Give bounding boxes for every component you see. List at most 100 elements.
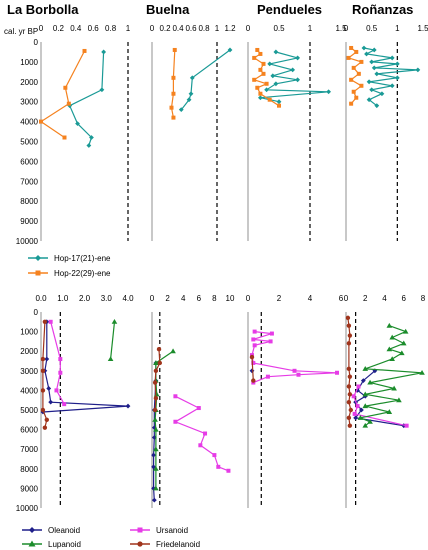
data-point-hop-22-29-ene [264, 81, 269, 86]
series-line-hop-17-21-ene [260, 51, 329, 103]
x-tick-label: 0 [344, 24, 349, 33]
legend-label-hop22: Hop-22(29)-ene [54, 269, 111, 278]
data-point-hop-17-21-ene [89, 135, 94, 140]
data-point-friedelanoid [153, 368, 159, 373]
data-point-ursanoid [54, 388, 59, 393]
data-point-hop-17-21-ene [369, 87, 375, 93]
x-tick-label: 0.6 [88, 24, 100, 33]
data-point-hop-17-21-ene [101, 49, 107, 55]
data-point-lupanoid [367, 418, 373, 424]
data-point-hop-17-21-ene [369, 59, 375, 65]
x-tick-label: 0 [344, 294, 349, 303]
data-point-hop-22-29-ene [252, 77, 257, 82]
data-point-lupanoid [152, 417, 158, 422]
data-point-hop-22-29-ene [171, 75, 176, 80]
data-point-lupanoid [419, 369, 425, 375]
x-tick-label: 6 [402, 294, 407, 303]
y-tick-label: 10000 [16, 504, 39, 513]
data-point-hop-17-21-ene [295, 55, 300, 61]
y-axis-unit-label: cal. yr BP [4, 27, 38, 36]
data-point-hop-17-21-ene [99, 87, 105, 93]
data-point-hop-22-29-ene [277, 103, 281, 108]
data-point-friedelanoid [44, 417, 49, 422]
x-tick-label: 0.2 [159, 24, 171, 33]
data-point-friedelanoid [152, 380, 158, 385]
x-tick-label: 1.5 [335, 24, 347, 33]
x-tick-label: 4 [382, 294, 387, 303]
data-point-oleanoid [46, 386, 52, 391]
data-point-hop-22-29-ene [39, 119, 43, 124]
data-point-lupanoid [153, 466, 159, 471]
data-point-oleanoid [353, 415, 359, 421]
data-point-ursanoid [251, 337, 256, 342]
data-point-oleanoid [401, 423, 407, 429]
data-point-friedelanoid [40, 388, 46, 393]
data-point-hop-22-29-ene [354, 95, 359, 100]
data-point-hop-22-29-ene [351, 89, 356, 94]
data-point-hop-17-21-ene [326, 89, 331, 95]
series-line-oleanoid [42, 321, 129, 413]
data-point-hop-22-29-ene [82, 48, 87, 53]
data-point-friedelanoid [346, 323, 352, 328]
y-tick-label: 5000 [20, 406, 38, 415]
x-tick-label: 6 [197, 294, 202, 303]
x-tick-label: 1 [395, 24, 400, 33]
data-point-hop-17-21-ene [75, 121, 80, 126]
data-point-hop-17-21-ene [394, 75, 400, 81]
data-point-hop-17-21-ene [86, 143, 92, 148]
data-point-lupanoid [386, 409, 393, 414]
data-point-hop-22-29-ene [171, 91, 176, 96]
data-point-hop-17-21-ene [276, 99, 282, 105]
y-tick-label: 9000 [20, 217, 38, 226]
data-point-hop-22-29-ene [172, 47, 177, 52]
panel-6: 0 2 4 6 [246, 294, 344, 508]
x-tick-label: 2.0 [79, 294, 91, 303]
panels: 0 0.2 0.4 0.6 0.8 1 0 0.2 0.4 0.6 0.8 1 1.2 0 0.5 1 1.50… [35, 24, 428, 508]
x-tick-label: 0.5 [366, 24, 378, 33]
data-point-hop-22-29-ene [169, 105, 174, 110]
y-tick-label: 3000 [20, 98, 38, 107]
data-point-lupanoid [153, 360, 159, 365]
data-point-ursanoid [404, 423, 409, 428]
data-point-oleanoid [249, 368, 255, 374]
legend-label-oleanoid: Oleanoid [48, 526, 80, 535]
legend-marker-ursanoid [137, 527, 143, 533]
x-tick-label: 0.4 [70, 24, 82, 33]
data-point-hop-17-21-ene [186, 97, 192, 103]
x-tick-label: 1.2 [224, 24, 236, 33]
x-tick-label: 0 [150, 24, 155, 33]
data-point-friedelanoid [156, 347, 162, 352]
data-point-hop-22-29-ene [66, 101, 71, 106]
data-point-hop-17-21-ene [295, 77, 300, 83]
data-point-friedelanoid [251, 378, 256, 383]
title-la-borbolla: La Borbolla [7, 2, 79, 17]
data-point-hop-17-21-ene [258, 95, 263, 101]
site-titles: La Borbolla Buelna Pendueles Roñanzas [7, 2, 413, 17]
data-point-hop-17-21-ene [379, 91, 385, 97]
x-tick-label: 0 [246, 294, 251, 303]
data-point-friedelanoid [347, 423, 353, 428]
data-point-hop-17-21-ene [374, 71, 380, 77]
data-point-ursanoid [173, 419, 178, 424]
data-point-friedelanoid [157, 360, 162, 366]
data-point-friedelanoid [40, 356, 46, 362]
data-point-friedelanoid [345, 315, 351, 321]
data-point-ursanoid [226, 468, 231, 473]
data-point-hop-17-21-ene [364, 51, 369, 57]
data-point-ursanoid [216, 464, 221, 469]
data-point-lupanoid [107, 356, 114, 362]
data-point-ursanoid [173, 394, 178, 399]
data-point-hop-22-29-ene [62, 135, 67, 140]
data-point-hop-17-21-ene [227, 47, 233, 53]
data-point-friedelanoid [346, 366, 352, 372]
legend-triterpenoids: Oleanoid Ursanoid Lupanoid Friedelanoid [22, 526, 200, 549]
data-point-lupanoid [400, 340, 407, 346]
series-line-hop-17-21-ene [68, 51, 105, 146]
data-point-hop-17-21-ene [415, 67, 421, 73]
data-point-friedelanoid [346, 399, 352, 405]
y-tick-label: 2000 [20, 347, 38, 356]
data-point-oleanoid [360, 378, 366, 383]
data-point-hop-22-29-ene [267, 97, 272, 102]
data-point-hop-22-29-ene [349, 45, 354, 50]
x-tick-label: 1.5 [417, 24, 428, 33]
